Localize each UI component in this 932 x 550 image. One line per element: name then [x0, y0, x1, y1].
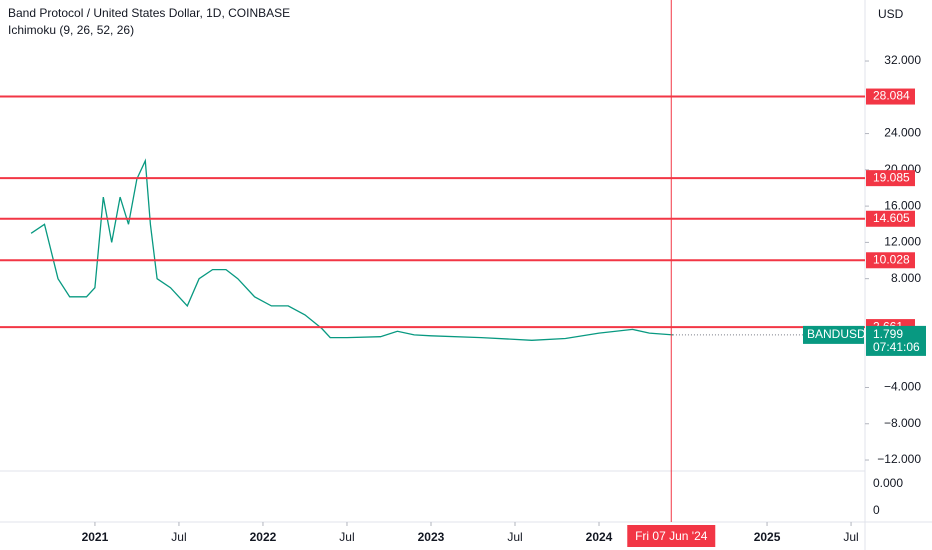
level-tag: [866, 252, 915, 269]
x-tick-label: Jul: [507, 530, 522, 544]
symbol-label: BANDUSD: [807, 327, 866, 341]
symbol-tag: [803, 325, 864, 344]
level-label: 19.085: [873, 170, 910, 184]
x-tick-label: Jul: [339, 530, 354, 544]
lower-pane-label: 0: [873, 503, 880, 517]
level-tag: [866, 170, 915, 187]
y-tick-label: −8.000: [884, 416, 921, 430]
y-tick-label: −12.000: [877, 452, 921, 466]
chart-title: Band Protocol / United States Dollar, 1D…: [8, 6, 290, 20]
y-tick-label: 8.000: [891, 271, 921, 285]
x-tick-label: 2023: [418, 530, 445, 544]
y-tick-label: 24.000: [884, 126, 921, 140]
level-tag: [866, 210, 915, 227]
price-line: [30, 158, 673, 341]
level-label: 14.605: [873, 211, 910, 225]
crosshair-tag: [627, 525, 716, 547]
lower-pane-label: 0.000: [873, 476, 903, 490]
last-price-tag: [866, 325, 926, 356]
x-tick-label: 2025: [754, 530, 781, 544]
crosshair-label: Fri 07 Jun '24: [635, 529, 708, 543]
y-tick-label: 16.000: [884, 198, 921, 212]
x-tick-label: Jul: [843, 530, 858, 544]
x-tick-label: 2021: [82, 530, 109, 544]
countdown-label: 07:41:06: [873, 340, 920, 354]
currency[interactable]: USD: [878, 7, 904, 21]
x-tick-label: 2022: [250, 530, 277, 544]
indicator-legend: Ichimoku (9, 26, 52, 26): [8, 23, 134, 37]
level-label: 28.084: [873, 89, 910, 103]
x-tick-label: Jul: [171, 530, 186, 544]
y-tick-label: −4.000: [884, 380, 921, 394]
y-tick-label: 12.000: [884, 235, 921, 249]
level-tag: [866, 88, 915, 105]
x-tick-label: 2024: [586, 530, 613, 544]
level-label: 10.028: [873, 252, 910, 266]
y-tick-label: 32.000: [884, 53, 921, 67]
last-price-label: 1.799: [873, 327, 903, 341]
